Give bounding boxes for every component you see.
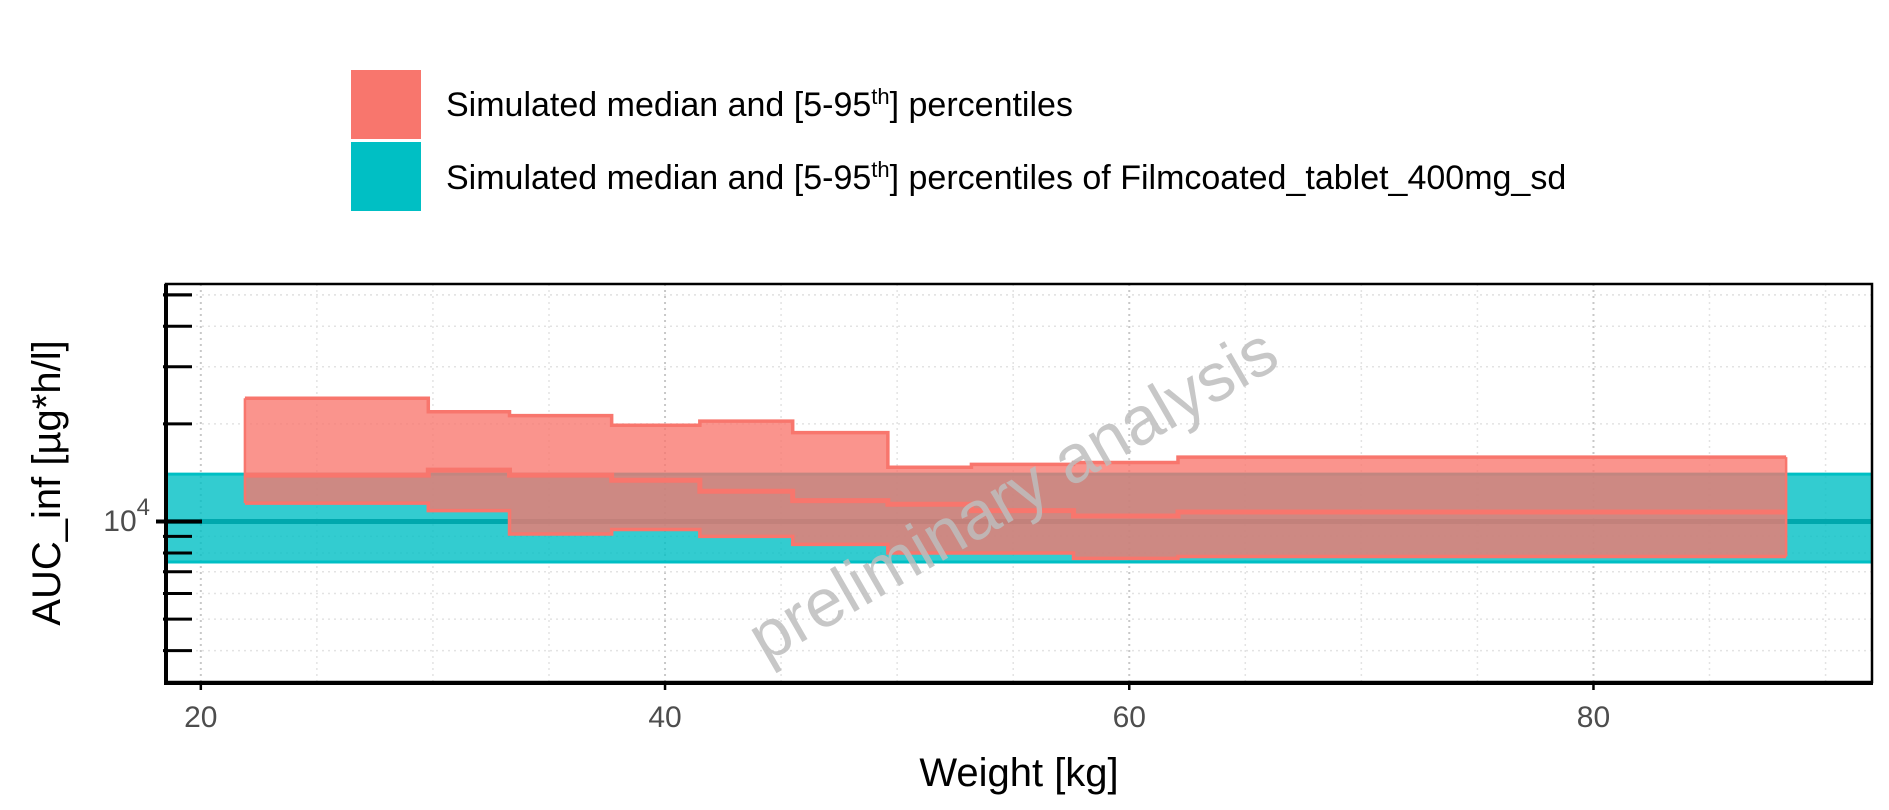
legend-label-filmcoated: Simulated median and [5-95th] percentile… [446,157,1566,197]
x-tick-label: 60 [1113,701,1146,734]
series-layer [166,396,1872,564]
legend-key-filmcoated [351,142,421,211]
axes: 20 40 60 80 [156,293,1610,734]
x-tick-label: 40 [648,701,681,734]
simulated-p5-line [244,501,1787,561]
simulated-band [244,398,1787,559]
legend-key-simulated [351,70,421,139]
x-axis-title: Weight [kg] [919,751,1118,795]
y-axis-title: AUC_inf [µg*h/l] [25,340,69,625]
x-tick-label: 20 [184,701,217,734]
y-tick-label-10000: 104 [103,494,150,538]
x-tick-label: 80 [1577,701,1610,734]
legend-label-simulated: Simulated median and [5-95th] percentile… [446,84,1073,124]
legend: Simulated median and [5-95th] percentile… [351,70,1566,211]
simulated-median-line [244,467,1787,519]
simulated-p95-line [244,396,1787,470]
